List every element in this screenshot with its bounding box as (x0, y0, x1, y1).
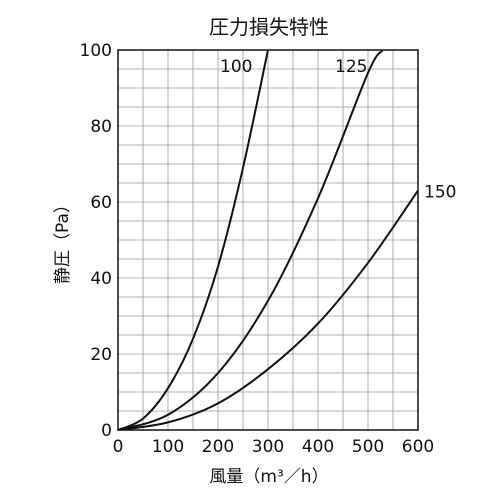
series-line-150 (117, 190, 419, 431)
x-tick-label: 600 (402, 437, 434, 457)
y-tick-label: 20 (90, 345, 112, 365)
y-tick-label: 40 (90, 269, 112, 289)
x-axis-label: 風量（m³／h） (209, 467, 328, 487)
series-labels: 100 125 150 (220, 57, 456, 203)
series-lines (117, 49, 419, 431)
y-tick-label: 100 (80, 41, 112, 61)
grid (118, 50, 418, 430)
y-axis-label: 静圧（Pa） (53, 196, 73, 284)
chart-title: 圧力損失特性 (209, 15, 329, 39)
x-tick-label: 100 (152, 437, 184, 457)
series-label-150: 150 (424, 183, 456, 203)
plot-frame (117, 49, 419, 431)
y-tick-label: 60 (90, 193, 112, 213)
x-tick-label: 300 (252, 437, 284, 457)
x-tick-label: 400 (302, 437, 334, 457)
series-line-125 (117, 49, 384, 431)
series-label-100: 100 (220, 57, 252, 77)
x-tick-label: 200 (202, 437, 234, 457)
series-label-125: 125 (335, 57, 367, 77)
x-tick-label: 500 (352, 437, 384, 457)
x-tick-label: 0 (113, 437, 124, 457)
y-tick-label: 0 (101, 421, 112, 441)
axis-ticks: 0 100 200 300 400 500 600 0 20 40 60 80 100 (80, 41, 435, 457)
series-line-100 (117, 49, 269, 431)
y-tick-label: 80 (90, 117, 112, 137)
